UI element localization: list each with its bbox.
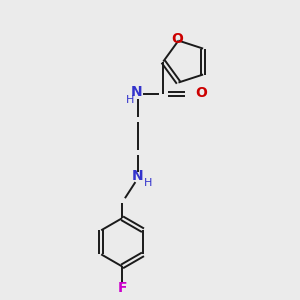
Text: N: N: [131, 85, 142, 99]
Text: N: N: [131, 169, 143, 183]
Text: O: O: [171, 32, 183, 46]
Text: F: F: [117, 281, 127, 296]
Text: H: H: [126, 95, 134, 105]
Text: O: O: [195, 86, 207, 100]
Text: H: H: [143, 178, 152, 188]
